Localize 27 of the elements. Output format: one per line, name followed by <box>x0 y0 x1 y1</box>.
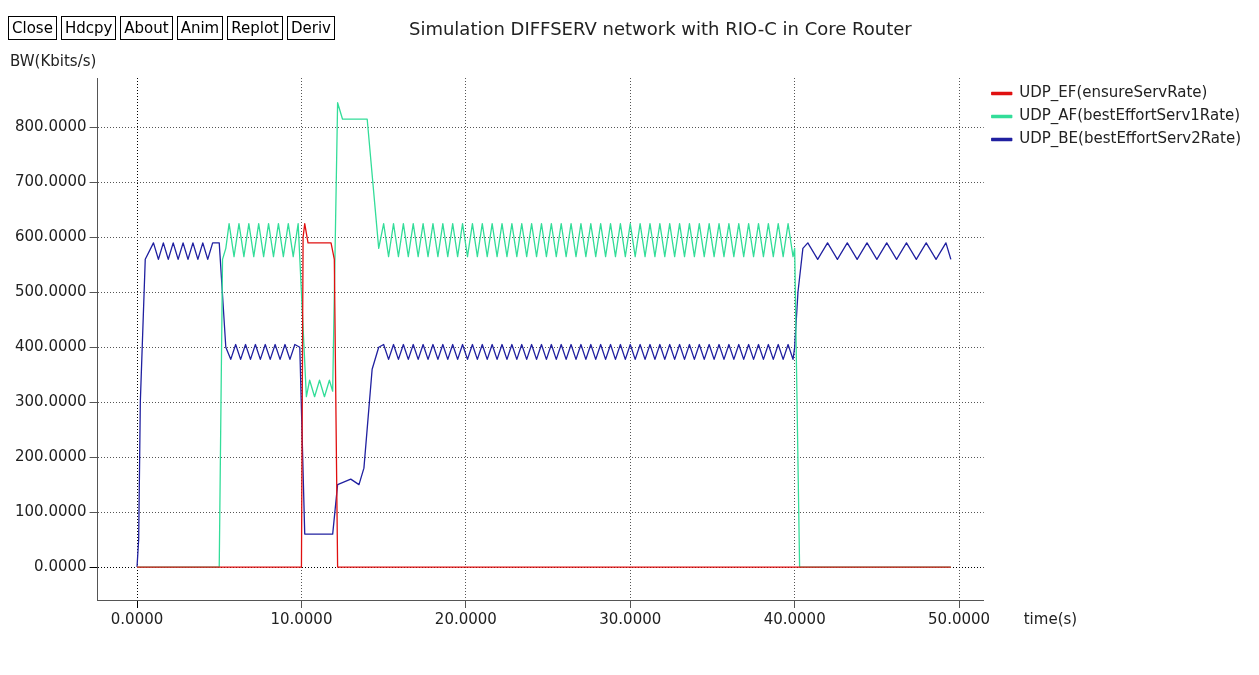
y-tick-label: 600.0000 <box>14 227 87 246</box>
x-tick-label: 20.0000 <box>434 609 497 628</box>
chart-title: Simulation DIFFSERV network with RIO-C in Core Router <box>408 17 912 39</box>
y-tick-label: 500.0000 <box>14 282 87 301</box>
y-tick-label: 200.0000 <box>14 447 87 466</box>
legend-label: UDP_BE(bestEffortServ2Rate) <box>1019 129 1241 149</box>
text: Hdcpy <box>60 16 117 40</box>
x-axis-title: time(s) <box>1023 609 1078 628</box>
x-tick-label: 50.0000 <box>928 609 991 628</box>
y-tick-label: 700.0000 <box>14 172 87 191</box>
y-axis-title: BW(Kbits/s) <box>10 52 97 71</box>
legend-label: UDP_EF(ensureServRate) <box>1019 83 1208 103</box>
x-tick-label: 10.0000 <box>270 609 333 628</box>
legend-label: UDP_AF(bestEffortServ1Rate) <box>1019 106 1241 126</box>
x-tick-label: 30.0000 <box>599 609 662 628</box>
text: Replot <box>227 16 283 40</box>
x-tick-label: 0.0000 <box>110 609 164 628</box>
y-tick-label: 100.0000 <box>14 501 87 520</box>
text: Deriv <box>286 16 335 40</box>
text: Anim <box>176 16 224 40</box>
x-tick-label: 40.0000 <box>763 609 826 628</box>
y-tick-label: 400.0000 <box>14 337 87 356</box>
text: About <box>120 16 173 40</box>
text: Close <box>8 16 57 40</box>
y-tick-label: 800.0000 <box>14 117 87 136</box>
y-tick-label: 0.0000 <box>34 556 87 575</box>
y-tick-label: 300.0000 <box>14 392 87 411</box>
